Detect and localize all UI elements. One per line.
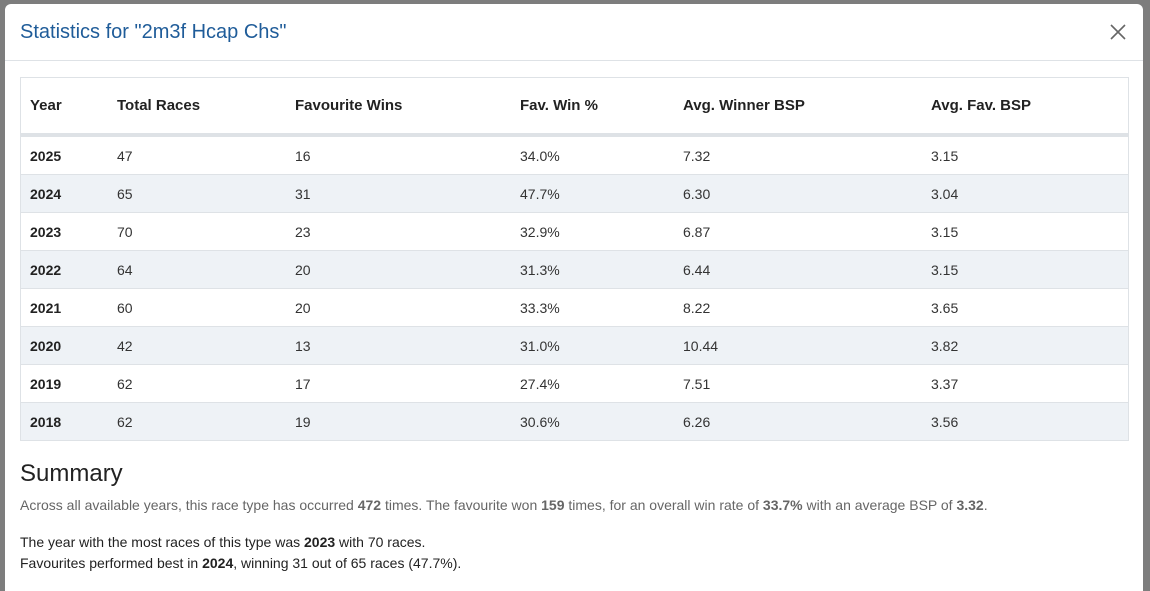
table-cell: 2019 — [30, 375, 62, 392]
summary-value: 33.7% — [762, 497, 803, 513]
table-cell: 7.32 — [683, 147, 711, 164]
table-cell: 7.51 — [683, 375, 711, 392]
summary-heading: Summary — [20, 460, 123, 487]
summary-segment: Across all available years, this race ty… — [20, 497, 358, 513]
table-cell: 6.30 — [683, 185, 711, 202]
summary-segment: times. The favourite won — [381, 497, 542, 513]
table-cell: 3.15 — [931, 147, 959, 164]
header-cell: Year — [30, 97, 62, 114]
table-cell: 31.3% — [520, 261, 560, 278]
modal: Statistics for "2m3f Hcap Chs" Year Total… — [5, 4, 1143, 591]
table-cell: 3.04 — [931, 185, 959, 202]
header-row: Year Total Races Favourite Wins Fav. Win % A… — [21, 78, 1128, 136]
summary-value: 159 — [541, 497, 565, 513]
summary-segment: times, for an overall win rate of — [564, 497, 763, 513]
summary-value: 3.32 — [956, 497, 984, 513]
table-cell: 65 — [117, 185, 133, 202]
table-cell: 2022 — [30, 261, 62, 278]
table-cell: 32.9% — [520, 223, 560, 240]
table-cell: 2023 — [30, 223, 62, 240]
close-icon — [1110, 24, 1126, 40]
header-cell: Avg. Fav. BSP — [931, 97, 1032, 114]
summary-segment: Favourites performed best in — [20, 555, 203, 571]
summary-value: 2024 — [202, 555, 234, 571]
table-cell: 10.44 — [683, 337, 719, 354]
table-cell: 3.37 — [931, 375, 959, 392]
summary-segment: with an average BSP of — [802, 497, 957, 513]
summary-value: 472 — [357, 497, 382, 513]
table-cell: 62 — [117, 375, 133, 392]
table-cell: 20 — [295, 261, 311, 278]
table-cell: 60 — [117, 299, 133, 316]
table-cell: 47.7% — [520, 185, 560, 202]
summary-text: The year with the most races of this typ… — [20, 534, 425, 550]
header-cell: Total Races — [117, 97, 201, 114]
table-row: 2025 47 16 34.0% 7.32 3.15 — [21, 136, 1128, 174]
summary-segment: The year with the most races of this typ… — [20, 534, 305, 550]
modal-title: Statistics for "2m3f Hcap Chs" — [20, 21, 287, 43]
table-cell: 33.3% — [520, 299, 560, 316]
modal-header: Statistics for "2m3f Hcap Chs" — [5, 4, 1143, 61]
table-row: 2018 62 19 30.6% 6.26 3.56 — [21, 402, 1128, 440]
header-cell: Fav. Win % — [520, 97, 598, 114]
table-cell: 2024 — [30, 185, 62, 202]
table-cell: 2025 — [30, 147, 62, 164]
table-cell: 47 — [117, 147, 133, 164]
table-cell: 23 — [295, 223, 311, 240]
table-cell: 31 — [295, 185, 311, 202]
table-cell: 6.44 — [683, 261, 711, 278]
table-cell: 62 — [117, 413, 133, 430]
table-cell: 27.4% — [520, 375, 560, 392]
table-cell: 6.87 — [683, 223, 711, 240]
table-cell: 34.0% — [520, 147, 560, 164]
header-cell: Avg. Winner BSP — [683, 97, 805, 114]
table-cell: 30.6% — [520, 413, 560, 430]
summary-segment: with 70 races. — [335, 534, 426, 550]
summary-text: Across all available years, this race ty… — [20, 497, 988, 513]
table-cell: 31.0% — [520, 337, 560, 354]
summary-segment: . — [983, 497, 988, 513]
table-cell: 16 — [295, 147, 311, 164]
table-cell: 3.56 — [931, 413, 959, 430]
table-row: 2020 42 13 31.0% 10.44 3.82 — [21, 326, 1128, 364]
table-cell: 3.65 — [931, 299, 959, 316]
summary-value: 2023 — [304, 534, 336, 550]
summary-segment: , winning 31 out of 65 races (47.7%). — [233, 555, 462, 571]
table-cell: 8.22 — [683, 299, 711, 316]
table-cell: 3.82 — [931, 337, 959, 354]
table-cell: 2018 — [30, 413, 62, 430]
table-cell: 20 — [295, 299, 311, 316]
close-button[interactable] — [1106, 20, 1130, 44]
table-cell: 3.15 — [931, 261, 959, 278]
table-row: 2023 70 23 32.9% 6.87 3.15 — [21, 212, 1128, 250]
stats-table: Year Total Races Favourite Wins Fav. Win % A… — [20, 77, 1129, 441]
table-cell: 2020 — [30, 337, 62, 354]
summary-text: Favourites performed best in 2024, winni… — [20, 555, 461, 571]
table-row: 2021 60 20 33.3% 8.22 3.65 — [21, 288, 1128, 326]
table-cell: 42 — [117, 337, 133, 354]
table-cell: 3.15 — [931, 223, 959, 240]
table-row: 2019 62 17 27.4% 7.51 3.37 — [21, 364, 1128, 402]
table-cell: 19 — [295, 413, 311, 430]
table-cell: 17 — [295, 375, 311, 392]
header-cell: Favourite Wins — [295, 97, 403, 114]
table-cell: 2021 — [30, 299, 62, 316]
table-cell: 70 — [117, 223, 133, 240]
table-row: 2024 65 31 47.7% 6.30 3.04 — [21, 174, 1128, 212]
table-cell: 64 — [117, 261, 133, 278]
table-cell: 13 — [295, 337, 311, 354]
table-cell: 6.26 — [683, 413, 711, 430]
table-row: 2022 64 20 31.3% 6.44 3.15 — [21, 250, 1128, 288]
